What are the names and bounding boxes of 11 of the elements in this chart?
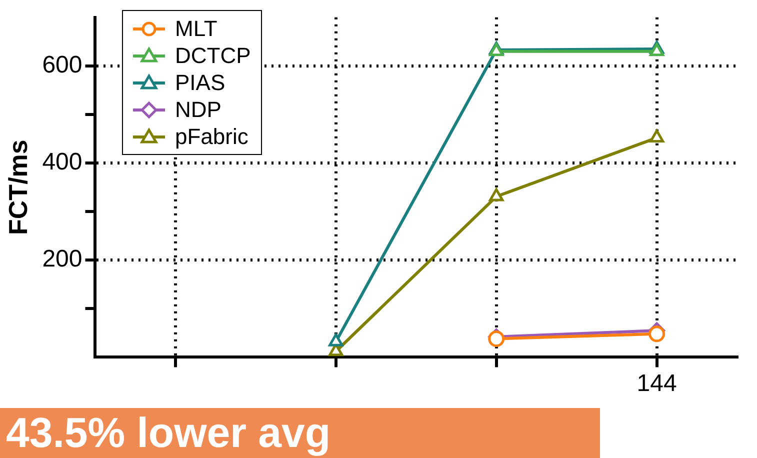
y-axis-title: FCT/ms: [2, 140, 33, 235]
y-tick-label: 600: [42, 52, 82, 79]
legend-label: DCTCP: [175, 42, 251, 68]
legend-label: MLT: [175, 16, 218, 42]
y-tick-label: 400: [42, 148, 82, 176]
x-tick-label: 144: [636, 370, 677, 398]
legend-label: PIAS: [175, 70, 226, 96]
legend-label: pFabric: [175, 124, 248, 150]
text: 43.5% lower avg: [6, 409, 330, 457]
legend-label: NDP: [175, 96, 222, 122]
y-tick-label: 200: [42, 246, 82, 273]
